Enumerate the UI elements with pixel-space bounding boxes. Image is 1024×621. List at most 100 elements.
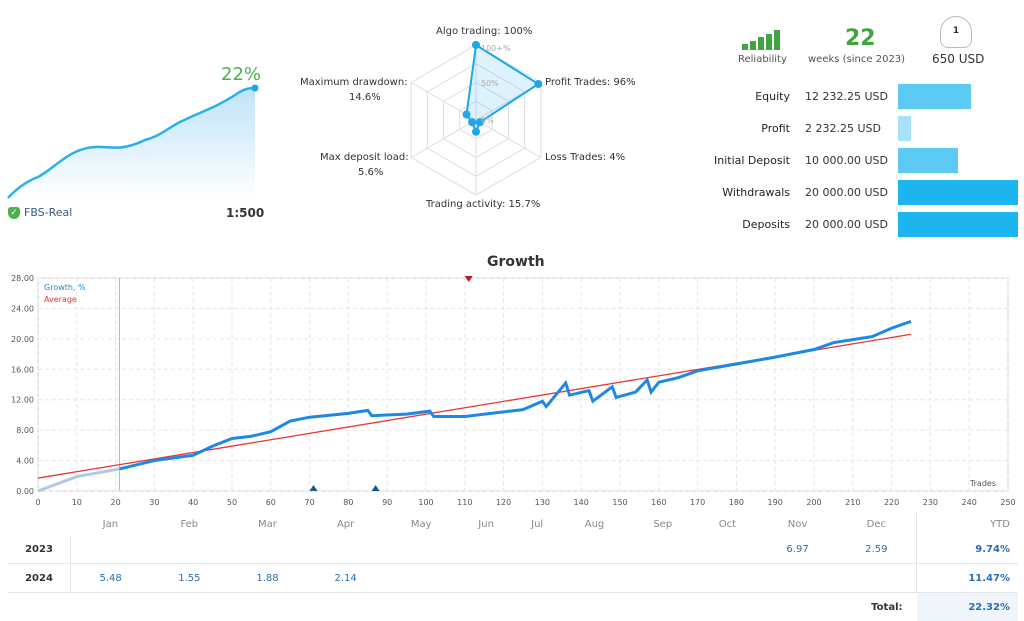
growth-line-history [38, 469, 119, 491]
subscription-price: 650 USD [932, 52, 984, 66]
y-tick-label: 24.00 [11, 304, 34, 313]
y-tick-label: 8.00 [16, 426, 34, 435]
radar-scale-50: 50% [481, 79, 499, 88]
stat-bar [898, 116, 911, 141]
table-cell [560, 564, 629, 593]
x-tick-label: 250 [1000, 498, 1015, 507]
x-axis-label: Trades [969, 479, 996, 488]
column-header: Nov [758, 513, 836, 535]
radar-scale-0: 0% [481, 116, 494, 125]
radar-label-loss: Loss Trades: 4% [545, 152, 625, 163]
x-tick-label: 160 [651, 498, 666, 507]
deposit-marker [372, 485, 380, 491]
x-tick-label: 60 [266, 498, 276, 507]
stat-value: 2 232.25 USD [805, 122, 881, 135]
x-tick-label: 200 [806, 498, 821, 507]
subscribers-icon: 1 [940, 16, 972, 48]
x-tick-label: 0 [35, 498, 40, 507]
radar-point [468, 118, 476, 126]
x-tick-label: 20 [111, 498, 121, 507]
stat-bar [898, 180, 1018, 205]
radar-value-drawdown: 14.6% [349, 92, 381, 103]
table-cell [629, 564, 696, 593]
table-cell: 11.47% [917, 564, 1019, 593]
radar-label-drawdown: Maximum drawdown: [300, 77, 408, 88]
x-tick-label: 40 [188, 498, 198, 507]
y-tick-label: 4.00 [16, 457, 34, 466]
x-tick-label: 10 [72, 498, 82, 507]
x-tick-label: 90 [382, 498, 392, 507]
column-header: Oct [696, 513, 758, 535]
stat-value: 10 000.00 USD [805, 154, 888, 167]
y-tick-label: 20.00 [11, 335, 34, 344]
table-cell [228, 535, 306, 564]
stat-value: 20 000.00 USD [805, 218, 888, 231]
x-tick-label: 120 [496, 498, 511, 507]
x-tick-label: 190 [768, 498, 783, 507]
x-tick-label: 220 [884, 498, 899, 507]
legend-average: Average [44, 295, 77, 304]
table-cell [150, 535, 228, 564]
stat-bar [898, 84, 971, 109]
column-header: Jun [458, 513, 515, 535]
y-tick-label: 12.00 [11, 396, 34, 405]
x-tick-label: 240 [962, 498, 977, 507]
column-header: Dec [837, 513, 917, 535]
withdrawal-marker [465, 276, 473, 282]
column-header [8, 513, 71, 535]
stat-value: 20 000.00 USD [805, 186, 888, 199]
table-cell [385, 535, 458, 564]
table-cell: 2.59 [837, 535, 917, 564]
table-cell [515, 564, 560, 593]
stat-value: 12 232.25 USD [805, 90, 888, 103]
x-tick-label: 230 [923, 498, 938, 507]
table-cell: 1.88 [228, 564, 306, 593]
column-header: Sep [629, 513, 696, 535]
radar-value-area [467, 45, 539, 132]
stat-label: Profit [660, 122, 790, 135]
radar-chart [0, 0, 700, 240]
reliability-bars-icon [742, 30, 780, 50]
x-tick-label: 50 [227, 498, 237, 507]
table-cell [837, 564, 917, 593]
table-cell: 9.74% [917, 535, 1019, 564]
y-tick-label: 16.00 [11, 365, 34, 374]
stat-label: Withdrawals [660, 186, 790, 199]
x-tick-label: 180 [729, 498, 744, 507]
table-cell: 5.48 [71, 564, 151, 593]
radar-point [472, 41, 480, 49]
legend-growth: Growth, % [44, 283, 86, 292]
weeks-label: weeks (since 2023) [808, 54, 905, 65]
stat-label: Initial Deposit [660, 154, 790, 167]
x-tick-label: 80 [343, 498, 353, 507]
table-cell: 2024 [8, 564, 71, 593]
radar-label-algo: Algo trading: 100% [436, 26, 532, 37]
radar-point [534, 80, 542, 88]
column-header: May [385, 513, 458, 535]
plot-frame [38, 278, 1008, 491]
y-tick-label: 0.00 [16, 487, 34, 496]
x-tick-label: 70 [305, 498, 315, 507]
table-cell [385, 564, 458, 593]
column-header: Feb [150, 513, 228, 535]
radar-point [463, 111, 471, 119]
table-cell [307, 535, 385, 564]
stat-bar [898, 212, 1018, 237]
table-cell [758, 564, 836, 593]
table-cell [629, 535, 696, 564]
x-tick-label: 110 [457, 498, 472, 507]
radar-value-deposit-load: 5.6% [358, 167, 383, 178]
x-tick-label: 100 [418, 498, 433, 507]
chart-title: Growth [487, 254, 545, 270]
table-cell [696, 535, 758, 564]
column-header: YTD [917, 513, 1019, 535]
x-tick-label: 30 [149, 498, 159, 507]
column-header: Mar [228, 513, 306, 535]
table-cell [458, 535, 515, 564]
stat-bar [898, 148, 958, 173]
table-cell [458, 564, 515, 593]
table-cell [696, 564, 758, 593]
radar-label-activity: Trading activity: 15.7% [426, 199, 540, 210]
